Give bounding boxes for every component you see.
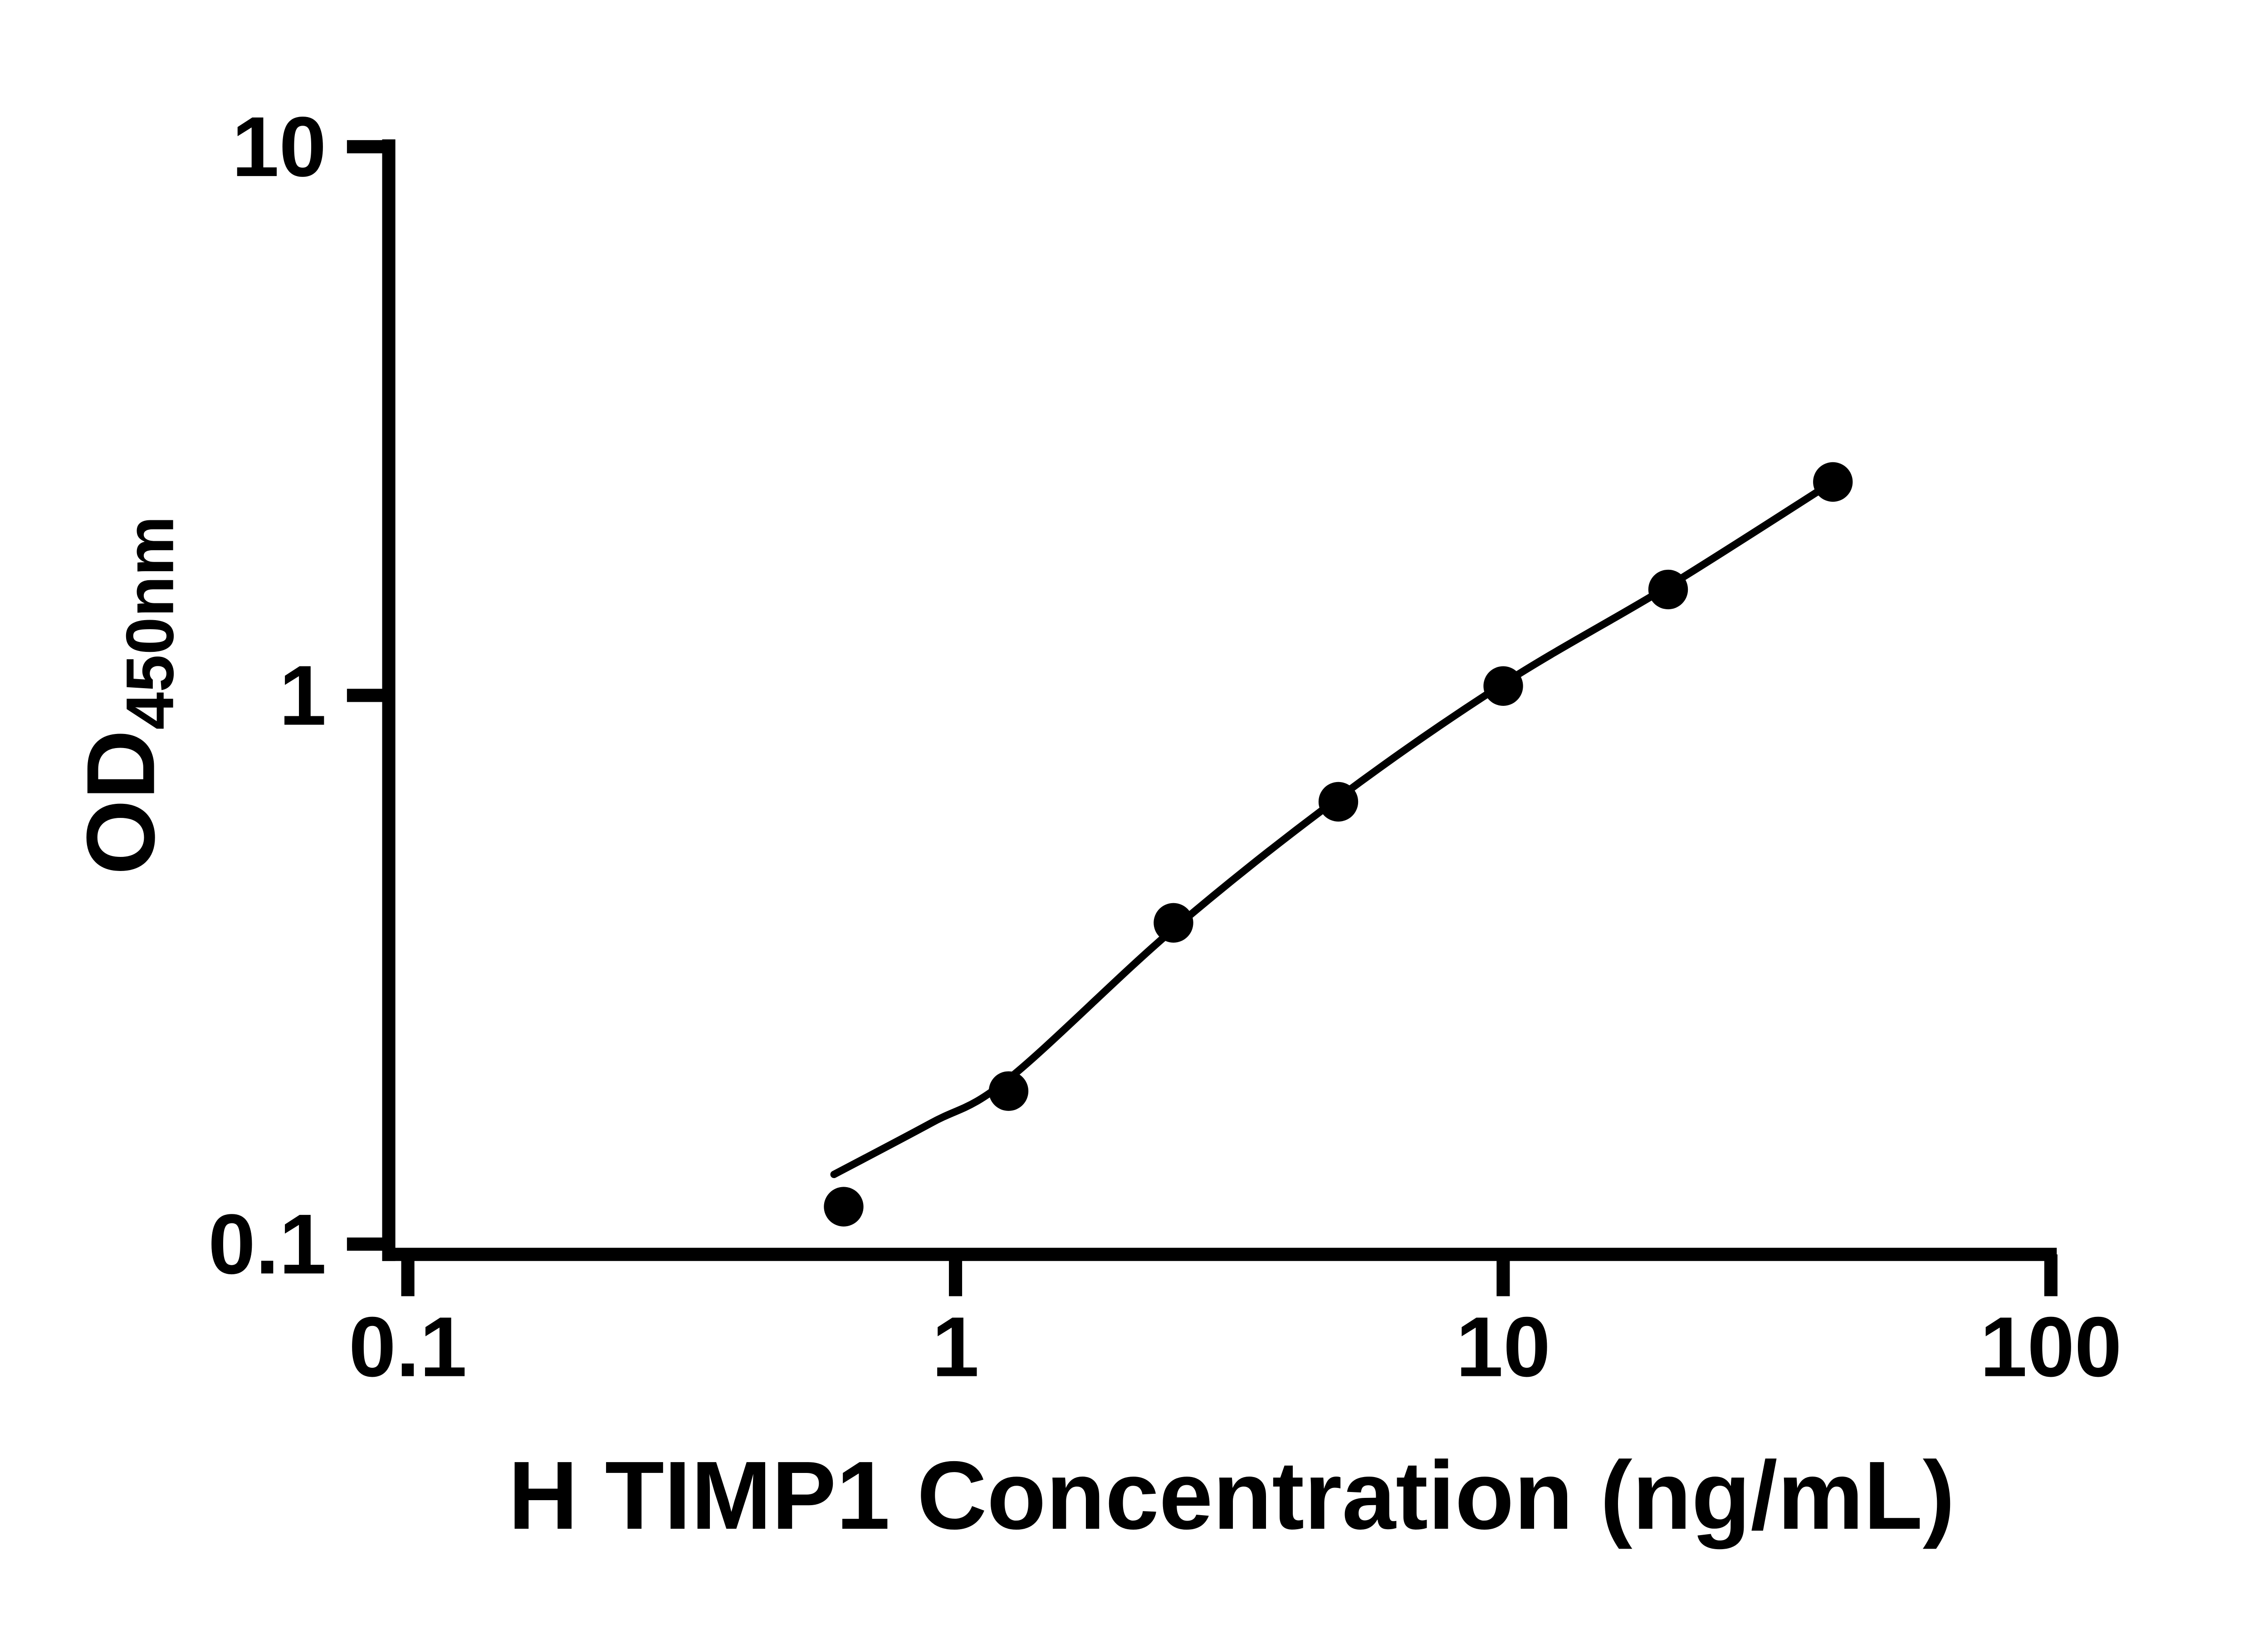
y-axis-title: OD450nm	[67, 516, 188, 875]
y-axis-tick-label: 10	[232, 99, 327, 194]
data-point-marker	[1483, 666, 1523, 706]
y-axis-tick-label: 0.1	[208, 1196, 327, 1291]
x-axis-tick-label: 1	[932, 1299, 979, 1394]
x-axis-title: H TIMP1 Concentration (ng/mL)	[508, 1442, 1955, 1550]
data-point-marker	[1318, 782, 1359, 822]
x-axis-tick-label: 0.1	[349, 1299, 467, 1394]
data-point-marker	[1648, 569, 1688, 610]
data-point-marker	[1154, 903, 1193, 943]
data-point-marker	[824, 1187, 864, 1227]
x-axis-tick-label: 10	[1456, 1299, 1551, 1394]
data-point-marker	[1813, 462, 1853, 502]
data-point-marker	[988, 1071, 1029, 1111]
x-axis-tick-label: 100	[1980, 1299, 2122, 1394]
y-axis-tick-label: 1	[279, 648, 326, 743]
